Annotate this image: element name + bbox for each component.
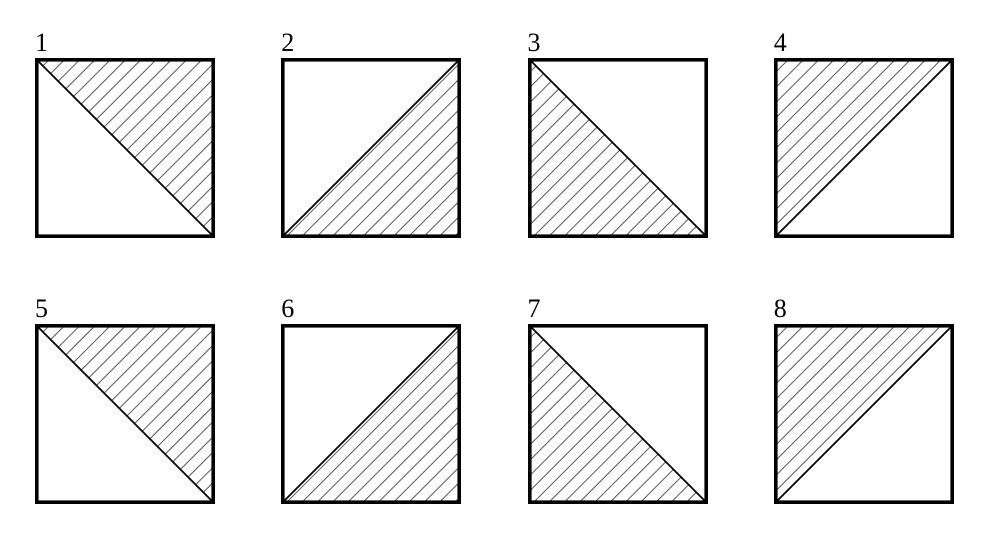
tile-label: 3: [528, 30, 541, 56]
tile-4: 4: [774, 30, 965, 241]
tile-label: 5: [35, 296, 48, 322]
tile-svg-1: [35, 58, 215, 238]
tile-svg-3: [528, 58, 708, 238]
tile-label: 7: [528, 296, 541, 322]
hatched-triangle: [35, 58, 215, 238]
tile-label: 6: [281, 296, 294, 322]
tile-label: 4: [774, 30, 787, 56]
tile-1: 1: [35, 30, 226, 241]
hatched-triangle: [774, 324, 954, 504]
tile-7: 7: [528, 296, 719, 507]
tile-svg-8: [774, 324, 954, 504]
tile-5: 5: [35, 296, 226, 507]
tile-svg-2: [281, 58, 461, 238]
tile-2: 2: [281, 30, 472, 241]
hatched-triangle: [281, 58, 461, 238]
hatched-triangle: [35, 324, 215, 504]
hatched-triangle: [528, 58, 708, 238]
tile-grid: 1 2 3 4: [35, 30, 965, 507]
tile-svg-5: [35, 324, 215, 504]
tile-3: 3: [528, 30, 719, 241]
hatched-triangle: [528, 324, 708, 504]
hatched-triangle: [281, 324, 461, 504]
tile-6: 6: [281, 296, 472, 507]
tile-svg-4: [774, 58, 954, 238]
tile-label: 8: [774, 296, 787, 322]
tile-svg-6: [281, 324, 461, 504]
tile-label: 2: [281, 30, 294, 56]
tile-svg-7: [528, 324, 708, 504]
hatched-triangle: [774, 58, 954, 238]
figure-page: 1 2 3 4: [0, 0, 1000, 537]
tile-label: 1: [35, 30, 48, 56]
tile-8: 8: [774, 296, 965, 507]
